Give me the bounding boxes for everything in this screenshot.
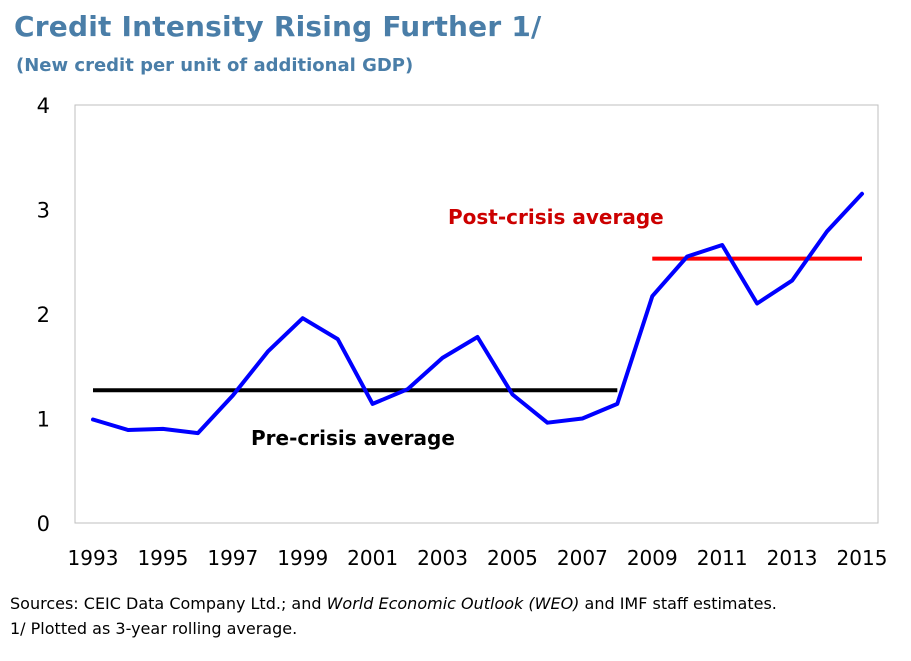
x-tick-label: 1997 — [207, 546, 258, 570]
x-tick-label: 2011 — [697, 546, 748, 570]
line-chart: 0 1 2 3 4 1993 1995 1997 1999 2001 2003 2005 2007 20… — [37, 94, 888, 570]
sources-italic: World Economic Outlook (WEO) — [326, 594, 580, 613]
y-tick-label: 3 — [37, 199, 50, 223]
y-tick-label: 0 — [37, 512, 50, 536]
chart-title: Credit Intensity Rising Further 1/ — [14, 10, 542, 43]
sources-prefix: Sources: CEIC Data Company Ltd.; and — [10, 594, 327, 613]
x-tick-label: 2007 — [557, 546, 608, 570]
x-tick-label: 2005 — [487, 546, 538, 570]
post-crisis-average-label: Post-crisis average — [448, 205, 664, 229]
series-group — [91, 191, 864, 436]
y-tick-label: 1 — [37, 408, 50, 432]
reference-labels: Pre-crisis average Post-crisis average — [251, 205, 664, 450]
x-tick-label: 2015 — [837, 546, 888, 570]
sources-suffix: and IMF staff estimates. — [579, 594, 777, 613]
chart-subtitle: (New credit per unit of additional GDP) — [16, 55, 414, 76]
y-axis: 0 1 2 3 4 — [37, 94, 50, 536]
x-tick-label: 1995 — [137, 546, 188, 570]
x-tick-label: 2001 — [347, 546, 398, 570]
x-tick-label: 2009 — [627, 546, 678, 570]
credit-intensity-line — [91, 191, 864, 436]
pre-crisis-average-label: Pre-crisis average — [251, 426, 455, 450]
x-tick-label: 2003 — [417, 546, 468, 570]
footnote-note: 1/ Plotted as 3-year rolling average. — [10, 619, 298, 638]
x-tick-label: 1993 — [68, 546, 119, 570]
x-axis: 1993 1995 1997 1999 2001 2003 2005 2007 2009 2011… — [68, 546, 888, 570]
reference-lines — [93, 256, 862, 393]
plot-area-frame — [74, 104, 879, 524]
x-tick-label: 2013 — [767, 546, 818, 570]
sources-line: Sources: CEIC Data Company Ltd.; and Wor… — [10, 591, 777, 616]
y-tick-label: 2 — [37, 303, 50, 327]
footnotes: Sources: CEIC Data Company Ltd.; and Wor… — [10, 591, 777, 641]
y-tick-label: 4 — [37, 94, 50, 118]
x-tick-label: 1999 — [277, 546, 328, 570]
